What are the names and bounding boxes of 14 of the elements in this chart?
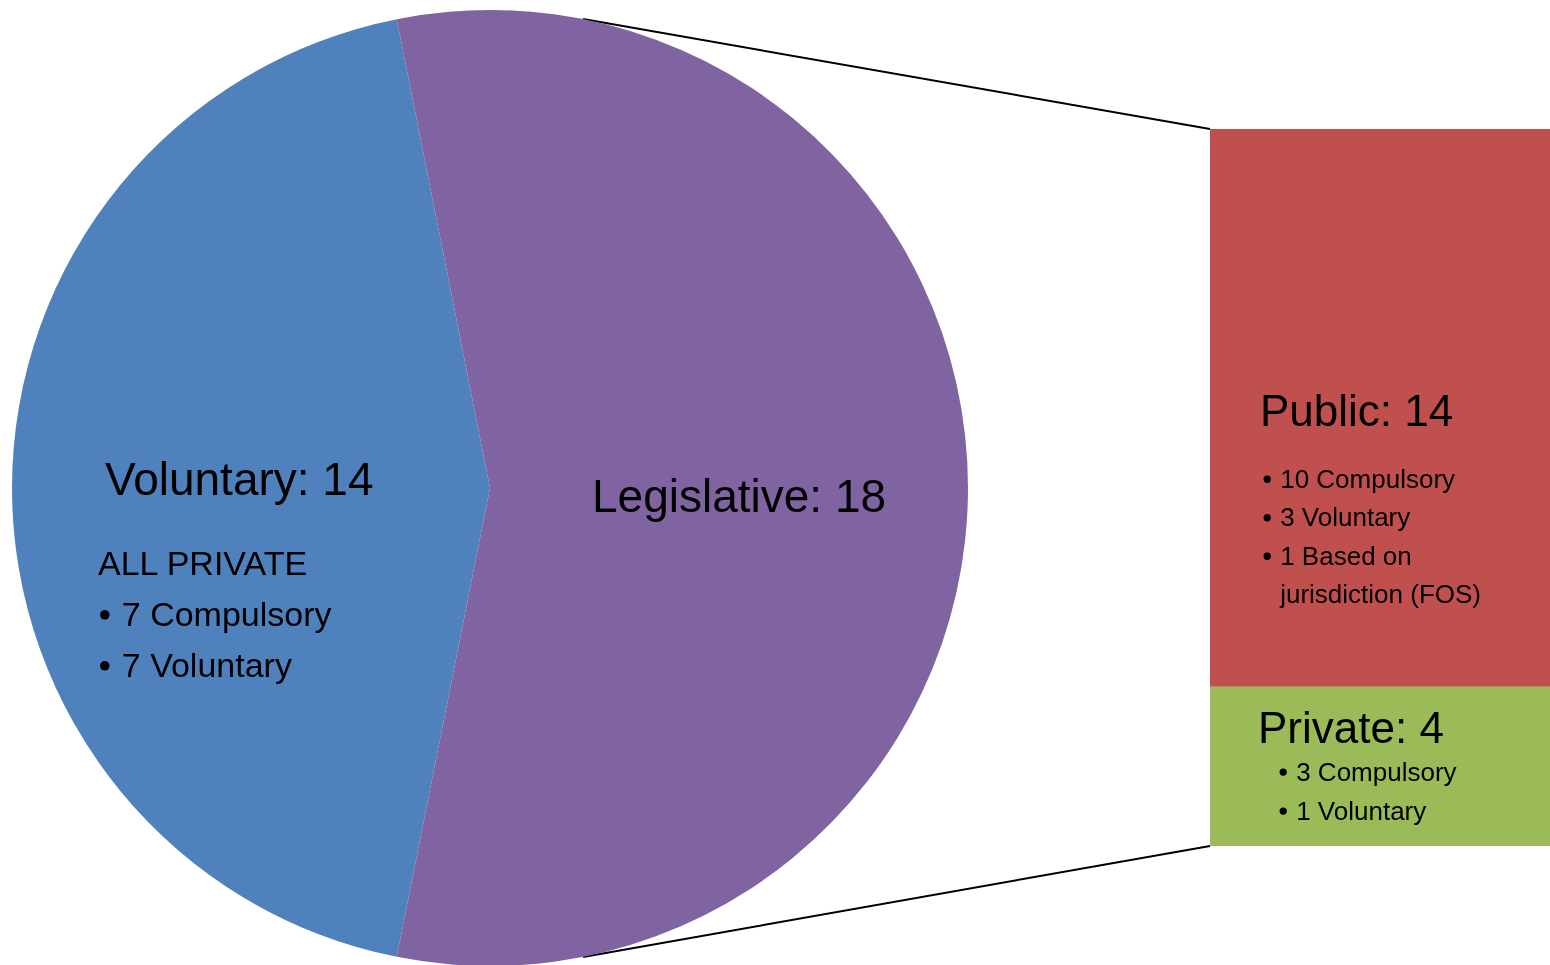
pie-slice	[12, 19, 490, 957]
annotation: 10 Compulsory	[1280, 463, 1456, 494]
data-label: Public: 14	[1260, 385, 1454, 435]
data-label: Legislative: 18	[592, 470, 887, 522]
text: 7 Compulsory	[121, 595, 332, 633]
annotation: 1 Voluntary	[1296, 795, 1427, 826]
annotation: 3 Compulsory	[1296, 756, 1457, 787]
annotation: 1 Based on jurisdiction (FOS)	[1279, 540, 1482, 610]
annotation: 3 Voluntary	[1280, 502, 1411, 533]
data-label: Private: 4	[1258, 702, 1444, 752]
pie-slice	[396, 10, 968, 965]
data-label: Voluntary: 14	[105, 453, 374, 505]
text: 7 Voluntary	[121, 646, 292, 684]
text: ALL PRIVATE	[98, 544, 308, 582]
